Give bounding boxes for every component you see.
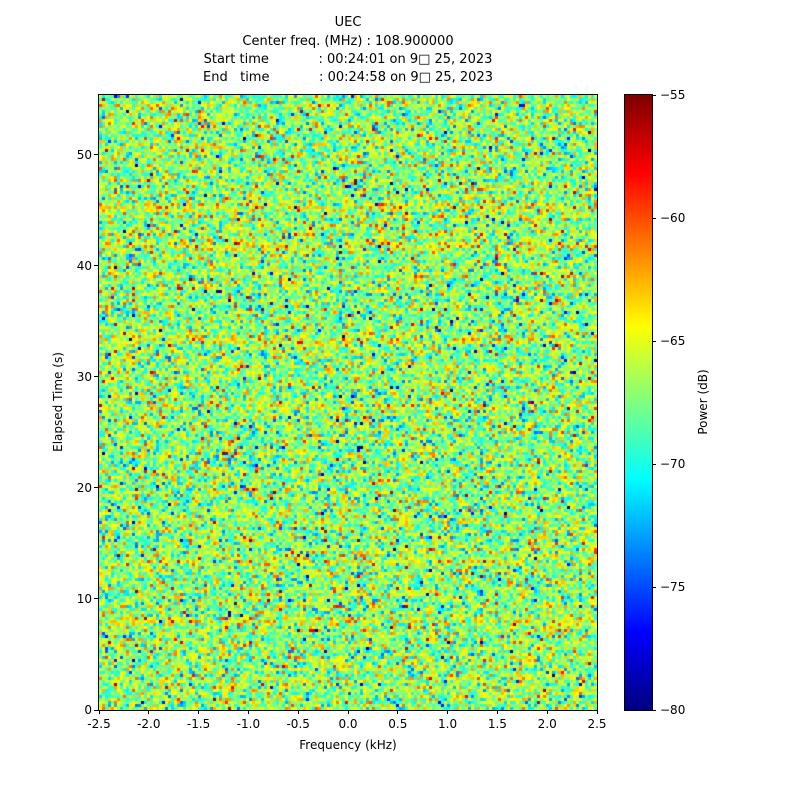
x-tick-mark (496, 710, 498, 714)
colorbar-tick-mark (652, 340, 656, 342)
y-tick-label: 30 (76, 369, 92, 384)
center-freq-line: Center freq. (MHz) : 108.900000 (242, 34, 454, 49)
x-tick-label: -2.0 (137, 717, 161, 731)
y-tick-label: 40 (76, 258, 92, 273)
colorbar-gradient (625, 95, 652, 710)
colorbar-tick-label: −75 (660, 580, 686, 594)
x-tick-label: 0.0 (338, 717, 358, 731)
y-tick-mark (94, 265, 98, 267)
colorbar-tick-label: −70 (660, 457, 686, 471)
x-tick-mark (297, 710, 299, 714)
x-tick-label: -2.5 (87, 717, 111, 731)
colorbar-tick-mark (652, 709, 656, 711)
spectrogram-heatmap (99, 95, 597, 710)
colorbar-tick-mark (652, 94, 656, 96)
y-tick-label: 10 (76, 591, 92, 606)
x-axis-label: Frequency (kHz) (299, 738, 397, 752)
colorbar-tick-label: −80 (660, 703, 686, 717)
x-tick-label: -0.5 (286, 717, 310, 731)
y-axis-label: Elapsed Time (s) (51, 352, 65, 452)
y-tick-label: 50 (76, 147, 92, 162)
end-time-line: End time : 00:24:58 on 9□ 25, 2023 (203, 70, 493, 85)
x-tick-mark (397, 710, 399, 714)
y-tick-mark (94, 154, 98, 156)
x-tick-mark (447, 710, 449, 714)
x-tick-mark (596, 710, 598, 714)
x-tick-mark (347, 710, 349, 714)
y-tick-mark (94, 598, 98, 600)
x-tick-label: 2.5 (587, 717, 607, 731)
colorbar-tick-label: −65 (660, 334, 686, 348)
colorbar-tick-mark (652, 463, 656, 465)
x-tick-mark (247, 710, 249, 714)
start-time-line: Start time : 00:24:01 on 9□ 25, 2023 (203, 52, 493, 67)
colorbar-tick-mark (652, 217, 656, 219)
x-tick-mark (98, 710, 100, 714)
x-tick-mark (546, 710, 548, 714)
x-tick-label: 1.5 (487, 717, 507, 731)
y-tick-label: 0 (84, 703, 92, 717)
y-tick-mark (94, 487, 98, 489)
y-tick-label: 20 (76, 480, 92, 495)
y-tick-mark (94, 709, 98, 711)
colorbar-tick-label: −55 (660, 88, 686, 102)
x-tick-label: 0.5 (388, 717, 408, 731)
colorbar-label: Power (dB) (696, 369, 710, 435)
x-tick-label: 1.0 (438, 717, 458, 731)
x-tick-label: 2.0 (537, 717, 557, 731)
x-tick-label: -1.0 (236, 717, 261, 731)
x-tick-label: -1.5 (186, 717, 211, 731)
colorbar-tick-mark (652, 586, 656, 588)
y-tick-mark (94, 376, 98, 378)
x-tick-mark (198, 710, 200, 714)
x-tick-mark (148, 710, 150, 714)
plot-title: UEC (334, 15, 362, 30)
colorbar-tick-label: −60 (660, 211, 686, 225)
